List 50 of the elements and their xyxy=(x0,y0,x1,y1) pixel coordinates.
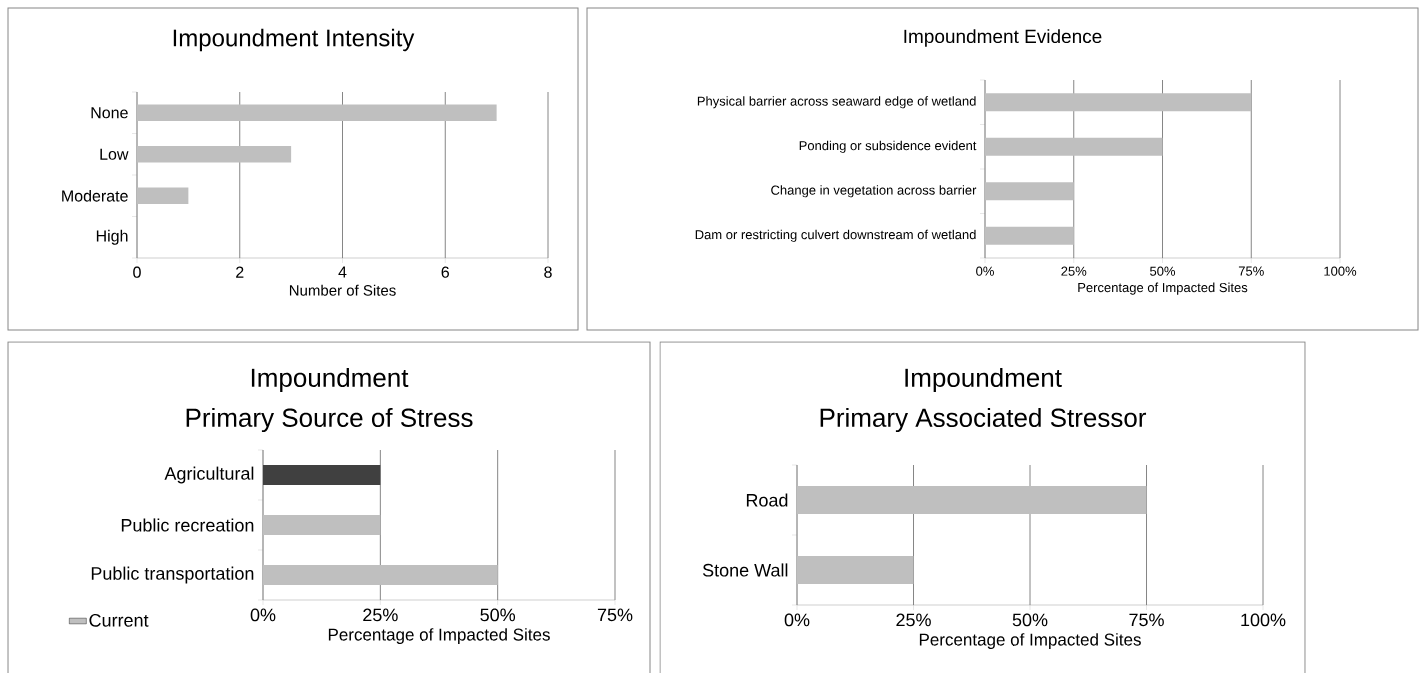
x-tick-label: 4 xyxy=(338,266,347,278)
x-axis-title: Percentage of Impacted Sites xyxy=(919,633,1141,649)
bar xyxy=(985,226,1074,245)
chart-title: Impoundment xyxy=(905,367,1062,393)
y-tick-label: Public recreation xyxy=(121,518,254,532)
y-tick-label: High xyxy=(96,229,128,245)
y-tick-label: Physical barrier across seaward edge of wetland xyxy=(697,96,976,109)
y-tick-label: Stone Wall xyxy=(702,563,788,577)
x-tick-label: 0% xyxy=(250,608,276,622)
x-tick-label: 75% xyxy=(1129,613,1164,627)
y-tick-label: Dam or restricting culvert downstream of wetland xyxy=(695,229,976,242)
y-tick-label: Agricultural xyxy=(164,466,254,484)
bar xyxy=(137,145,292,163)
x-tick-label: 8 xyxy=(544,266,552,278)
bar xyxy=(985,137,1163,156)
x-tick-label: 0 xyxy=(133,266,141,278)
y-tick-label: None xyxy=(91,107,128,119)
y-tick-label: Change in vegetation across barrier xyxy=(771,185,977,198)
x-tick-label: 25% xyxy=(363,608,398,622)
x-axis-title: Percentage of Impacted Sites xyxy=(328,628,550,644)
y-tick-label: Ponding or subsidence evident xyxy=(799,140,977,153)
chart-title: Impoundment xyxy=(251,367,409,393)
x-tick-label: 50% xyxy=(480,608,516,622)
x-axis-title: Percentage of Impacted Sites xyxy=(1078,282,1248,295)
y-tick-label: Road xyxy=(746,493,788,507)
x-tick-label: 25% xyxy=(1061,266,1087,276)
bar xyxy=(137,104,497,122)
chart-title: Impoundment Intensity xyxy=(173,28,415,52)
x-tick-label: 75% xyxy=(1238,266,1264,276)
x-tick-label: 75% xyxy=(597,608,633,622)
chart-subtitle: Primary Associated Stressor xyxy=(820,407,1147,433)
x-tick-label: 0% xyxy=(976,266,994,276)
y-tick-label: Public transportation xyxy=(91,566,254,584)
x-tick-label: 100% xyxy=(1324,266,1357,276)
x-tick-label: 50% xyxy=(1012,613,1048,627)
chart-subtitle: Primary Source of Stress xyxy=(186,407,473,433)
y-tick-label: Moderate xyxy=(62,189,128,202)
x-tick-label: 6 xyxy=(441,266,449,278)
legend-label: Current xyxy=(89,613,149,627)
y-tick-label: Low xyxy=(100,148,129,160)
bar xyxy=(985,93,1252,112)
x-tick-label: 100% xyxy=(1241,613,1286,627)
bar xyxy=(985,182,1074,201)
chart-title: Impoundment Evidence xyxy=(904,29,1102,47)
x-tick-label: 50% xyxy=(1150,266,1176,276)
x-tick-label: 0% xyxy=(784,613,810,627)
x-tick-label: 25% xyxy=(896,613,931,627)
bar xyxy=(137,187,189,205)
x-tick-label: 2 xyxy=(236,266,244,278)
x-axis-title: Number of Sites xyxy=(289,284,396,296)
